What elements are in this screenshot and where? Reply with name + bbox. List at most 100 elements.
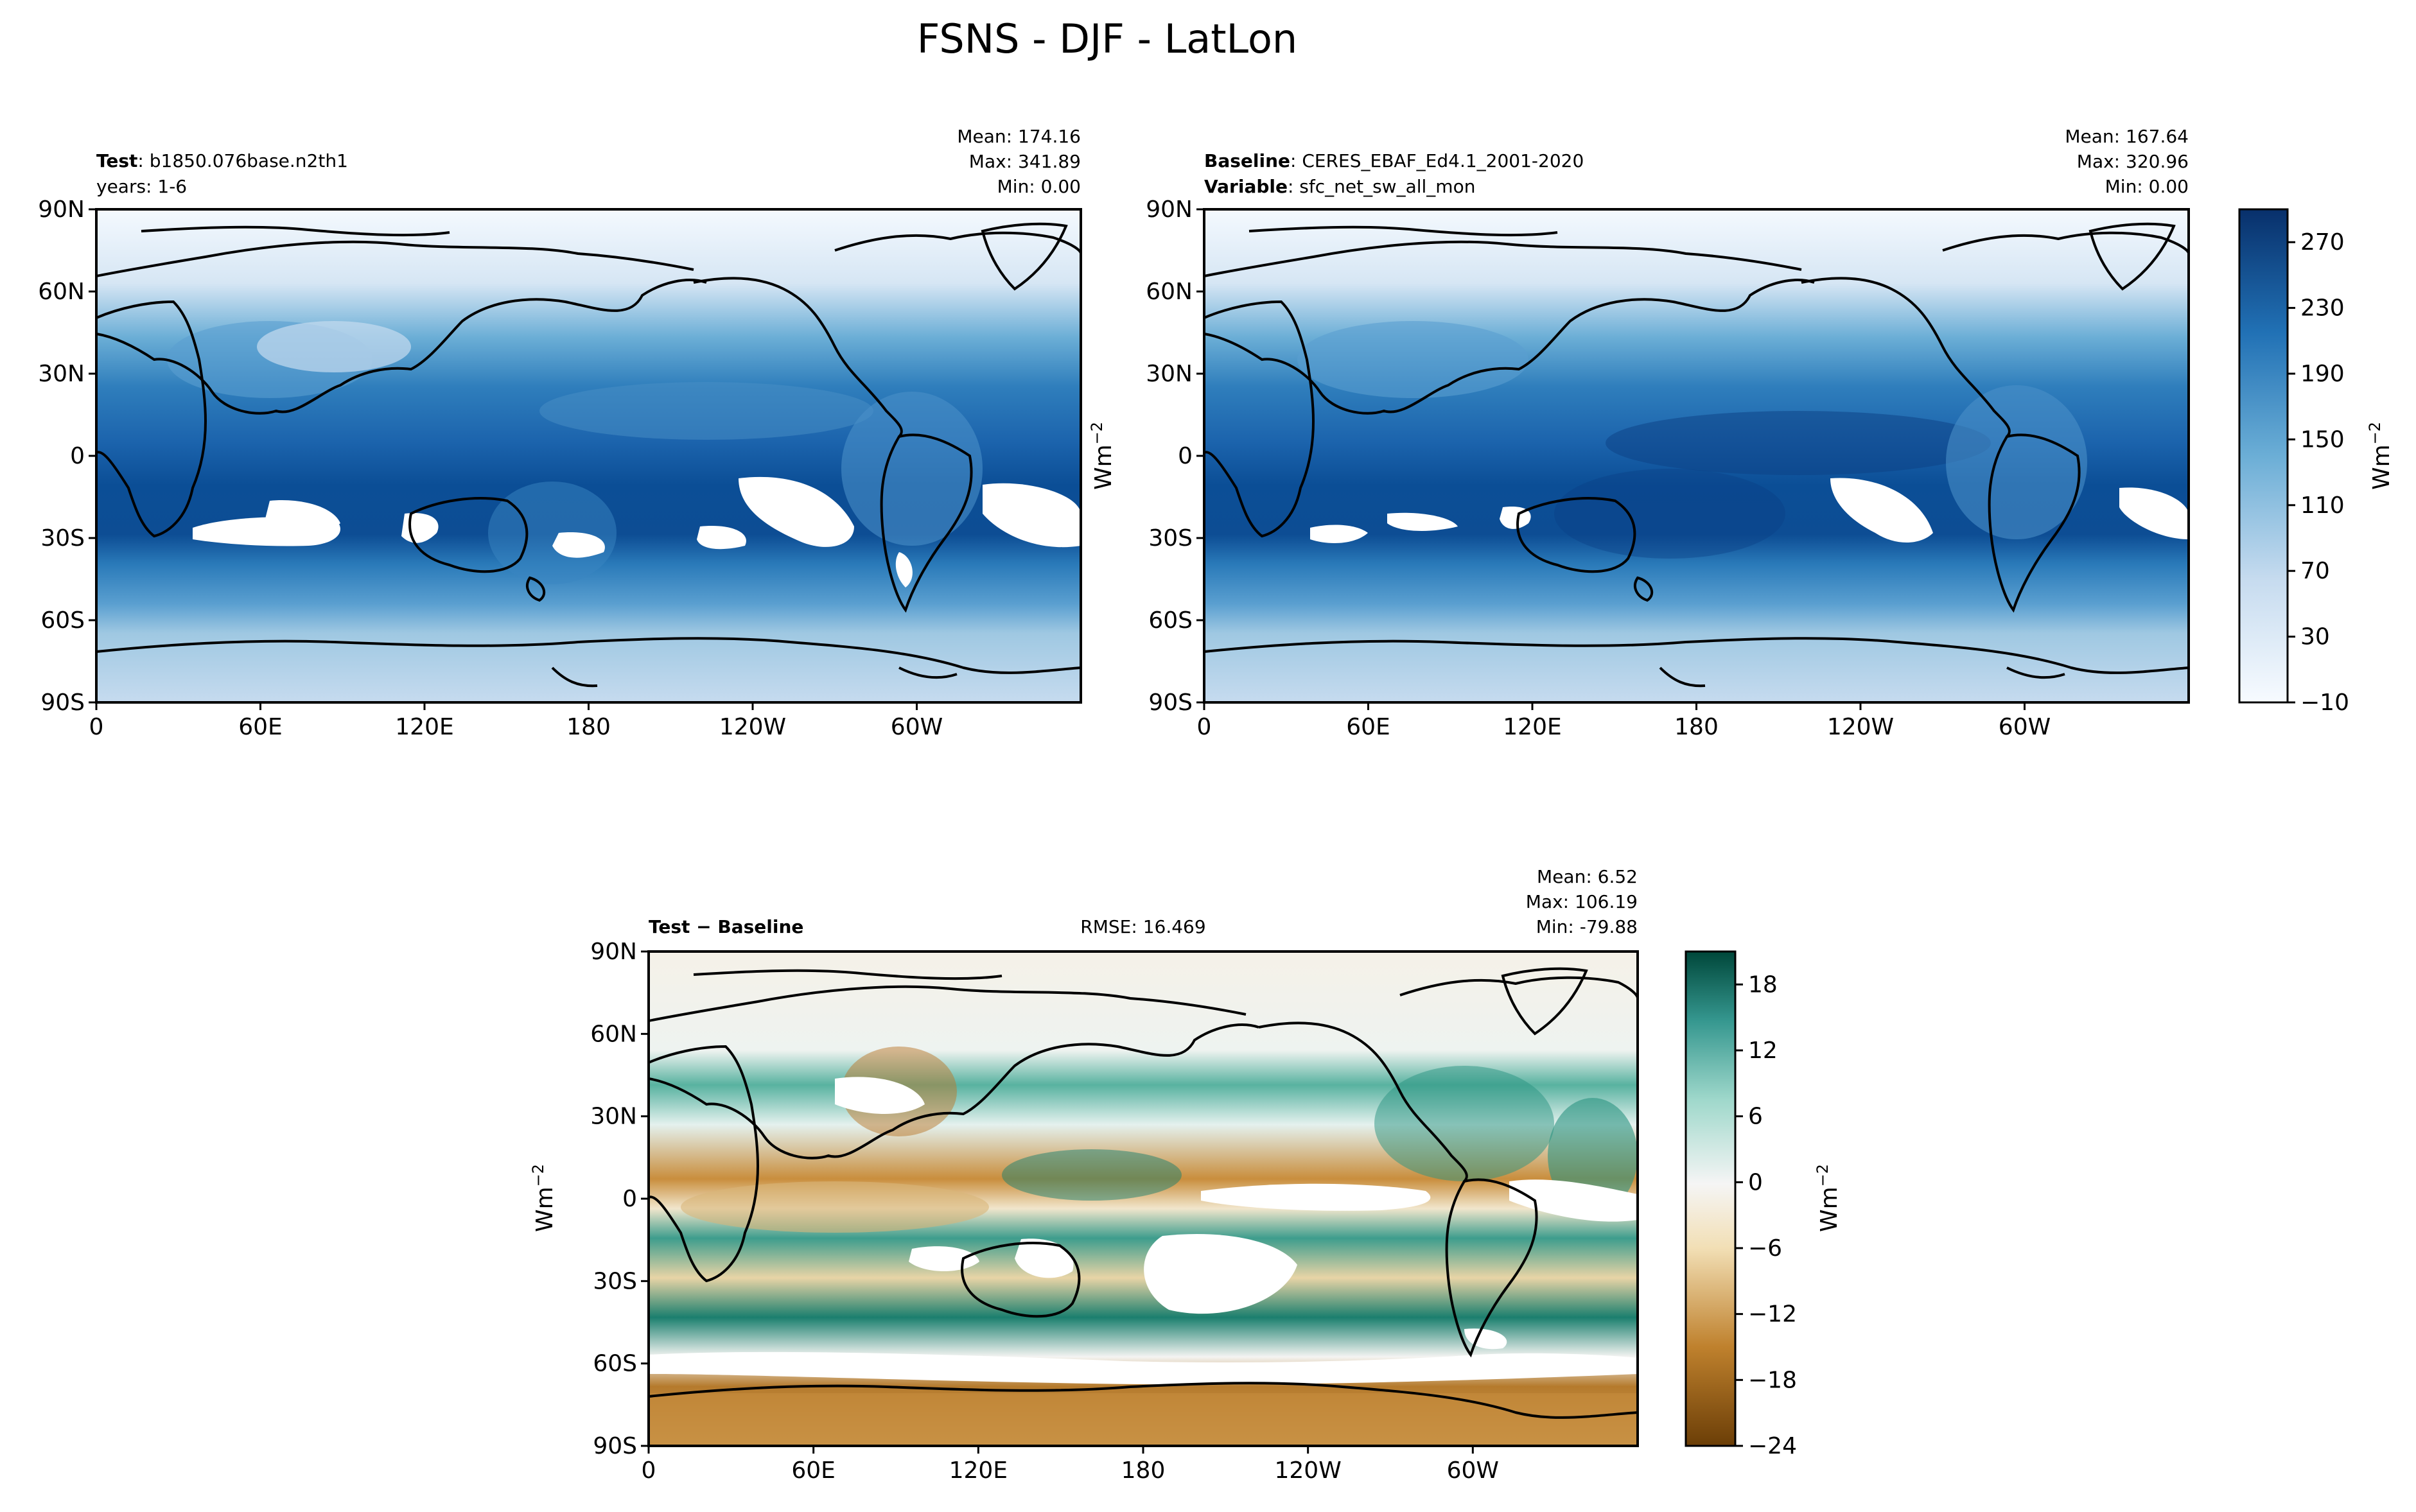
- top-colorbar-ticks: 270 230 190 150 110 70 30 −10: [2288, 229, 2349, 716]
- x-tick-label: 120W: [1275, 1457, 1342, 1484]
- test-x-ticks: 0 60E 120E 180 120W 60W: [89, 702, 943, 740]
- colorbar-tick-label: 230: [2300, 295, 2345, 322]
- x-tick-label: 0: [642, 1457, 656, 1484]
- diff-panel: Test − Baseline RMSE: 16.469 Mean: 6.52 …: [529, 866, 1639, 1484]
- baseline-ylabel: Wm−2: [1088, 422, 1117, 490]
- diff-panel-label: Test − Baseline: [649, 916, 803, 937]
- y-tick-label: 60N: [38, 279, 85, 305]
- x-tick-label: 0: [89, 714, 104, 740]
- y-tick-label: 30S: [1148, 525, 1193, 552]
- baseline-missing-region: [1387, 512, 1458, 531]
- baseline-coastlines: [1204, 222, 2189, 688]
- bottom-colorbar-label: Wm−2: [1814, 1164, 1843, 1232]
- colorbar-tick-label: 12: [1748, 1038, 1778, 1064]
- x-tick-label: 60E: [1346, 714, 1390, 740]
- colorbar-tick-label: −12: [1748, 1301, 1797, 1328]
- colorbar-tick-label: 150: [2300, 426, 2345, 453]
- colorbar-tick-label: 110: [2300, 492, 2345, 519]
- colorbar-tick-label: −18: [1748, 1367, 1797, 1393]
- diff-missing-region: [1509, 1179, 1638, 1222]
- top-colorbar-label: Wm−2: [2366, 422, 2395, 490]
- diff-stat-max: Max: 106.19: [1526, 891, 1638, 912]
- test-stat-min: Min: 0.00: [997, 176, 1081, 197]
- bottom-colorbar: 18 12 6 0 −6 −12 −18 −24 Wm−2: [1685, 950, 1843, 1459]
- y-tick-label: 0: [70, 443, 85, 469]
- colorbar-tick-label: 0: [1748, 1169, 1763, 1195]
- y-tick-label: 90S: [40, 690, 85, 716]
- baseline-x-ticks: 0 60E 120E 180 120W 60W: [1197, 702, 2051, 740]
- x-tick-label: 60E: [791, 1457, 836, 1484]
- x-tick-label: 120W: [719, 714, 786, 740]
- test-stat-mean: Mean: 174.16: [957, 126, 1081, 147]
- diff-missing-region: [1144, 1234, 1297, 1314]
- diff-map-field: [649, 952, 1638, 1446]
- colorbar-tick-label: −24: [1748, 1433, 1797, 1459]
- y-tick-label: 0: [622, 1186, 637, 1212]
- test-panel: Test: b1850.076base.n2th1 years: 1-6 Mea…: [38, 126, 1082, 740]
- colorbar-tick-label: 270: [2300, 229, 2345, 256]
- x-tick-label: 180: [1674, 714, 1719, 740]
- diff-x-ticks: 0 60E 120E 180 120W 60W: [642, 1446, 1499, 1484]
- colorbar-tick-label: 190: [2300, 361, 2345, 387]
- baseline-panel-label: Baseline: CERES_EBAF_Ed4.1_2001-2020: [1204, 150, 1584, 171]
- y-tick-label: 90S: [1148, 690, 1193, 716]
- figure-title: FSNS - DJF - LatLon: [917, 15, 1297, 62]
- test-missing-region: [263, 500, 340, 536]
- x-tick-label: 120E: [395, 714, 453, 740]
- test-y-ticks: 90N 60N 30N 0 30S 60S 90S: [38, 196, 96, 716]
- baseline-stat-max: Max: 320.96: [2077, 151, 2189, 172]
- diff-coastlines: [649, 967, 1638, 1419]
- baseline-missing-region: [1830, 478, 1933, 543]
- x-tick-label: 60W: [1447, 1457, 1499, 1484]
- baseline-missing-region: [2119, 487, 2189, 539]
- test-stat-max: Max: 341.89: [969, 151, 1081, 172]
- colorbar-tick-label: −10: [2300, 690, 2349, 716]
- test-missing-region: [895, 552, 913, 587]
- x-tick-label: 0: [1197, 714, 1212, 740]
- x-tick-label: 120W: [1827, 714, 1894, 740]
- diff-missing-region: [1201, 1183, 1431, 1211]
- test-panel-years: years: 1-6: [96, 176, 187, 197]
- x-tick-label: 60W: [891, 714, 943, 740]
- y-tick-label: 90N: [1146, 196, 1193, 223]
- y-tick-label: 30S: [593, 1268, 637, 1294]
- y-tick-label: 30N: [590, 1104, 637, 1130]
- test-map-field: [96, 209, 1081, 702]
- test-panel-label: Test: b1850.076base.n2th1: [96, 150, 348, 171]
- y-tick-label: 60N: [1146, 279, 1193, 305]
- y-tick-label: 90S: [593, 1433, 637, 1459]
- diff-missing-region: [649, 1351, 1638, 1385]
- colorbar-tick-label: 18: [1748, 971, 1778, 998]
- diff-missing-region: [1015, 1238, 1074, 1278]
- test-missing-region: [697, 526, 746, 550]
- test-missing-region: [983, 483, 1081, 548]
- baseline-map-field: [1204, 209, 2189, 702]
- test-missing-region: [552, 532, 605, 558]
- y-tick-label: 60S: [40, 607, 85, 634]
- y-tick-label: 60N: [590, 1021, 637, 1047]
- diff-y-ticks: 90N 60N 30N 0 30S 60S 90S: [590, 939, 649, 1459]
- diff-stat-mean: Mean: 6.52: [1537, 866, 1638, 887]
- test-missing-region: [739, 476, 854, 547]
- y-tick-label: 90N: [38, 196, 85, 223]
- colorbar-tick-label: 30: [2300, 624, 2330, 650]
- diff-rmse: RMSE: 16.469: [1080, 916, 1205, 937]
- baseline-panel: Baseline: CERES_EBAF_Ed4.1_2001-2020 Var…: [1146, 126, 2190, 740]
- baseline-variable-label: Variable: sfc_net_sw_all_mon: [1204, 176, 1475, 197]
- colorbar-tick-label: 70: [2300, 558, 2330, 584]
- baseline-stat-mean: Mean: 167.64: [2065, 126, 2189, 147]
- y-tick-label: 90N: [590, 939, 637, 965]
- diff-missing-region: [835, 1077, 925, 1114]
- y-tick-label: 30N: [38, 361, 85, 387]
- baseline-y-ticks: 90N 60N 30N 0 30S 60S 90S: [1146, 196, 1204, 716]
- baseline-missing-region: [1310, 525, 1368, 543]
- x-tick-label: 60W: [1999, 714, 2051, 740]
- y-tick-label: 60S: [593, 1351, 637, 1377]
- y-tick-label: 0: [1178, 443, 1193, 469]
- x-tick-label: 60E: [238, 714, 283, 740]
- x-tick-label: 180: [566, 714, 611, 740]
- x-tick-label: 180: [1121, 1457, 1166, 1484]
- baseline-stat-min: Min: 0.00: [2105, 176, 2189, 197]
- bottom-colorbar-ticks: 18 12 6 0 −6 −12 −18 −24: [1735, 971, 1797, 1459]
